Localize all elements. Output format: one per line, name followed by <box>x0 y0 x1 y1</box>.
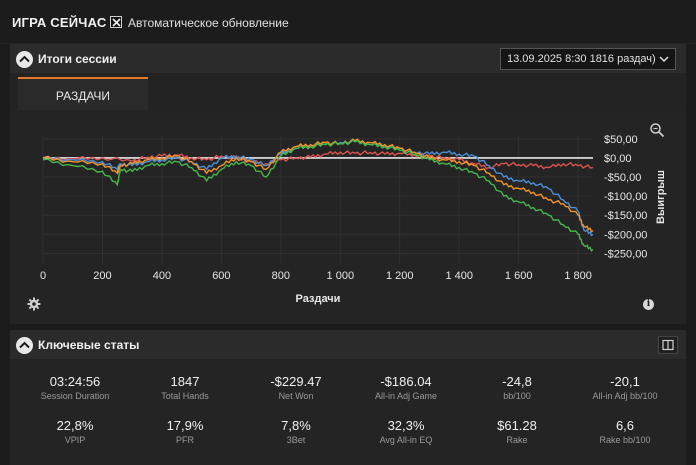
stat-label: VPIP <box>64 435 86 445</box>
stat-value: 32,3% <box>387 418 425 433</box>
stat-value: 22,8% <box>56 418 94 433</box>
stat-value: 03:24:56 <box>49 374 101 389</box>
stat-pfr: 17,9% PFR <box>130 418 240 445</box>
stat-value: $61.28 <box>497 418 537 433</box>
stat-avg-allin-eq: 32,3% Avg All-in EQ <box>351 418 461 445</box>
key-stats-header: Ключевые статы <box>10 330 686 360</box>
stat-net-won: -$229.47 Net Won <box>241 374 351 401</box>
stat-value: 6,6 <box>615 418 635 433</box>
stat-label: PFR <box>176 435 194 445</box>
check-x-icon <box>112 18 121 27</box>
stat-label: Net Won <box>278 391 314 401</box>
gear-icon[interactable] <box>27 297 41 311</box>
stat-value: -20,1 <box>610 374 640 389</box>
stats-panel: 03:24:56 Session Duration 1847 Total Han… <box>10 360 686 465</box>
stat-label: Rake bb/100 <box>599 435 651 445</box>
collapse-stats-button[interactable] <box>16 337 33 354</box>
auto-refresh-label[interactable]: Автоматическое обновление <box>128 16 289 30</box>
info-icon[interactable]: i <box>643 299 654 310</box>
layout-toggle-button[interactable] <box>658 336 678 354</box>
stat-label: Avg All-in EQ <box>379 435 433 445</box>
session-summary-title: Итоги сессии <box>38 52 117 66</box>
page-title: ИГРА СЕЙЧАС <box>12 15 107 30</box>
session-summary-header: Итоги сессии 13.09.2025 8:30 1816 раздач… <box>10 44 686 74</box>
stat-value: 1847 <box>170 374 200 389</box>
stat-value: 7,8% <box>281 418 311 433</box>
stat-3bet: 7,8% 3Bet <box>241 418 351 445</box>
stat-label: bb/100 <box>503 391 531 401</box>
stat-label: All-in Adj Game <box>374 391 438 401</box>
stat-bb-100: -24,8 bb/100 <box>462 374 572 401</box>
collapse-session-button[interactable] <box>16 51 33 68</box>
stat-label: 3Bet <box>286 435 306 445</box>
stat-rake-bb-100: 6,6 Rake bb/100 <box>570 418 680 445</box>
stat-label: Rake <box>506 435 528 445</box>
key-stats-title: Ключевые статы <box>38 338 140 352</box>
chart-panel <box>10 110 686 324</box>
zoom-icon[interactable] <box>649 122 665 138</box>
chevron-up-icon <box>19 341 30 349</box>
columns-icon <box>662 339 674 351</box>
stat-session-duration: 03:24:56 Session Duration <box>20 374 130 401</box>
stat-value: -$186.04 <box>380 374 432 389</box>
stat-value: -$229.47 <box>270 374 322 389</box>
tab-hands[interactable]: РАЗДАЧИ <box>18 77 148 110</box>
session-select[interactable]: 13.09.2025 8:30 1816 раздач) <box>500 48 676 70</box>
stat-value: 17,9% <box>166 418 204 433</box>
stat-allin-adj-bb-100: -20,1 All-in Adj bb/100 <box>570 374 680 401</box>
top-bar: ИГРА СЕЙЧАС Автоматическое обновление <box>0 0 696 44</box>
chevron-up-icon <box>19 55 30 63</box>
stat-vpip: 22,8% VPIP <box>20 418 130 445</box>
stat-value: -24,8 <box>502 374 532 389</box>
stat-rake: $61.28 Rake <box>462 418 572 445</box>
session-select-value: 13.09.2025 8:30 1816 раздач) <box>507 53 656 65</box>
tab-strip: РАЗДАЧИ <box>10 74 686 110</box>
auto-refresh-checkbox[interactable] <box>110 16 122 28</box>
chevron-down-icon <box>659 56 669 63</box>
stat-total-hands: 1847 Total Hands <box>130 374 240 401</box>
stat-allin-adj-game: -$186.04 All-in Adj Game <box>351 374 461 401</box>
stat-label: All-in Adj bb/100 <box>592 391 658 401</box>
stat-label: Session Duration <box>40 391 110 401</box>
stat-label: Total Hands <box>161 391 209 401</box>
